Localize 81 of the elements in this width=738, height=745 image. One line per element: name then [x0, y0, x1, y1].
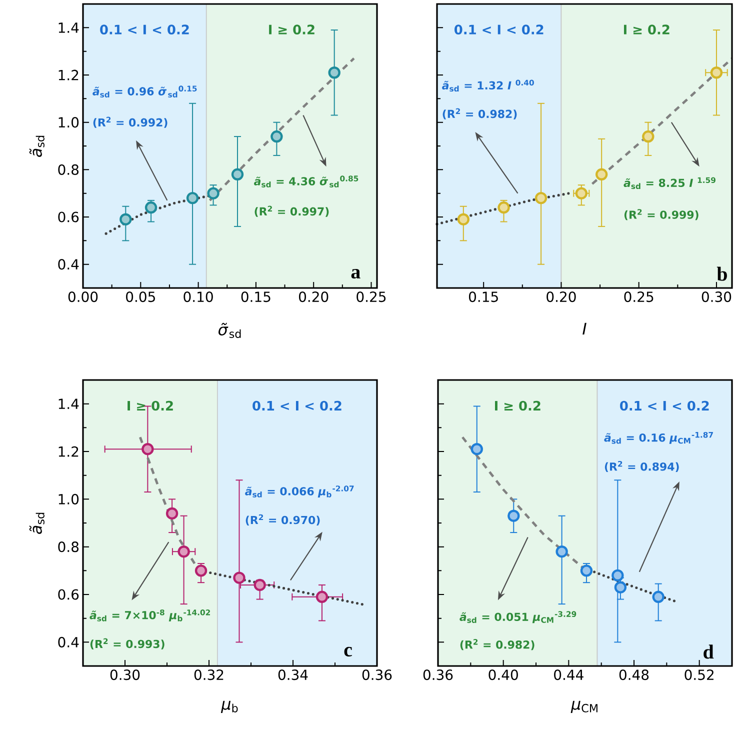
x-tick-label: 0.15	[241, 292, 270, 302]
x-tick-label: 0.32	[194, 670, 224, 680]
band-label: I ≥ 0.2	[269, 24, 314, 34]
point	[457, 213, 470, 226]
x-tick-label: 0.20	[546, 292, 576, 302]
point	[614, 581, 627, 594]
band-label: I ≥ 0.2	[128, 400, 173, 411]
point	[328, 66, 340, 79]
point	[270, 130, 283, 143]
x-tick-label: 0.48	[619, 670, 649, 680]
annotation: (R$^{2}$ = 0.970)	[246, 514, 320, 526]
point	[710, 66, 723, 79]
y-tick-label: 0.6	[58, 212, 79, 222]
annotation: (R$^{2}$ = 0.894)	[604, 460, 679, 472]
point	[166, 507, 178, 520]
x-tick-label: 0.30	[110, 670, 140, 680]
annotation: (R$^{2}$ = 0.993)	[90, 638, 164, 650]
annotation: (R$^{2}$ = 0.999)	[624, 209, 698, 220]
x-axis-title: μ$_{b}$	[220, 700, 238, 713]
x-tick-label: 0.25	[356, 292, 386, 302]
point	[652, 590, 664, 603]
band-label: I ≥ 0.2	[495, 400, 540, 411]
x-axis-title: I	[582, 322, 586, 335]
annotation: ã$_{sd}$ = 8.25 I $^{1.59}$	[624, 177, 716, 190]
y-tick-label: 0.8	[58, 164, 79, 175]
point	[534, 192, 548, 204]
x-tick-label: 0.34	[278, 670, 308, 680]
annotation: b	[716, 266, 727, 281]
annotation: (R$^{2}$ = 0.982)	[460, 639, 534, 650]
y-tick-label: 0.8	[58, 542, 79, 552]
annotation: (R$^{2}$ = 0.992)	[93, 116, 168, 128]
x-tick-label: 0.00	[68, 292, 98, 302]
point	[642, 130, 654, 143]
y-tick-label: 0.4	[58, 259, 79, 270]
y-tick-label: 0.6	[58, 589, 79, 600]
point	[508, 510, 520, 522]
x-tick-label: 0.40	[488, 670, 518, 680]
x-tick-label: 0.15	[468, 292, 498, 302]
annotation: d	[704, 644, 714, 659]
y-tick-label: 1.2	[58, 70, 78, 80]
point	[595, 168, 608, 180]
band-label: 0.1 < I < 0.2	[100, 24, 189, 34]
point	[316, 590, 328, 603]
x-tick-label: 0.36	[362, 670, 392, 680]
x-tick-label: 0.25	[624, 292, 654, 302]
y-tick-label: 1.4	[58, 22, 79, 33]
x-tick-label: 0.44	[554, 670, 584, 680]
point	[142, 443, 154, 456]
y-tick-label: 1.2	[58, 446, 78, 457]
annotation: ã$_{sd}$ = 1.32 I $^{0.40}$	[442, 80, 534, 92]
point	[178, 546, 190, 558]
point	[231, 168, 244, 180]
x-tick-label: 0.36	[423, 670, 453, 680]
y-tick-label: 1.4	[58, 398, 79, 409]
y-axis-title: ã$_{sd}$	[29, 136, 44, 157]
x-tick-label: 0.10	[184, 292, 213, 302]
band-label: I ≥ 0.2	[624, 24, 670, 34]
x-tick-label: 0.52	[684, 670, 714, 680]
annotation: (R$^{2}$ = 0.997)	[254, 206, 329, 217]
annotation: c	[344, 646, 352, 656]
band-label: 0.1 < I < 0.2	[620, 400, 709, 411]
annotation: (R$^{2}$ = 0.982)	[442, 108, 517, 120]
band-label: 0.1 < I < 0.2	[252, 400, 342, 411]
point	[186, 192, 199, 204]
point	[254, 578, 266, 592]
x-tick-label: 0.30	[702, 292, 732, 302]
y-tick-label: 0.4	[58, 636, 79, 648]
y-axis-title: ã$_{sd}$	[29, 512, 44, 534]
y-tick-label: 1.0	[58, 117, 79, 128]
x-tick-label: 0.05	[126, 292, 155, 302]
x-tick-label: 0.20	[298, 292, 328, 302]
band-label: 0.1 < I < 0.2	[454, 24, 544, 34]
x-axis-title: μ$_{CM}$	[570, 700, 598, 713]
point	[233, 572, 246, 584]
x-axis-title: σ̃$_{sd}$	[218, 322, 241, 338]
point	[207, 187, 220, 200]
y-tick-label: 1.0	[58, 494, 79, 504]
point	[556, 546, 568, 558]
point	[120, 213, 132, 226]
annotation: a	[351, 269, 360, 279]
point	[470, 443, 483, 456]
